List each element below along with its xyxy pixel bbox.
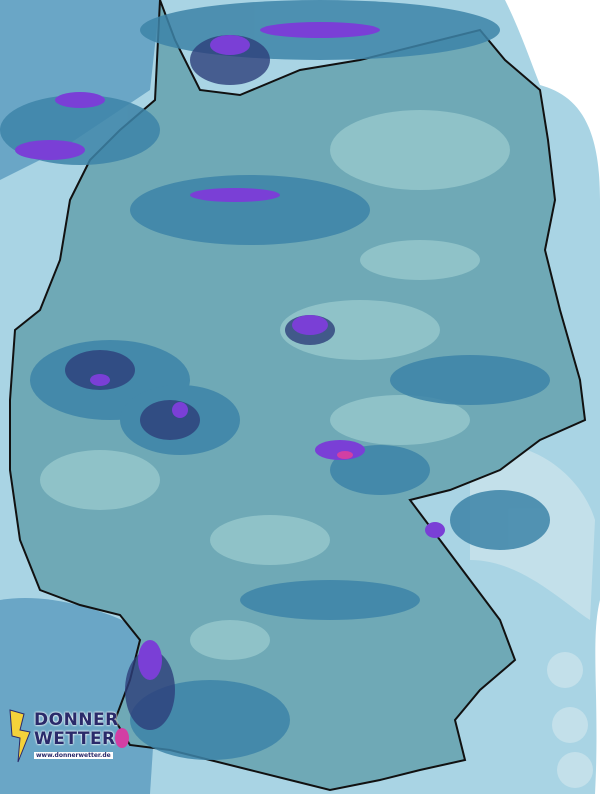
logo-line1: DONNER [34, 710, 119, 730]
lightning-bolt-icon [9, 709, 31, 763]
logo-line2: WETTER [34, 729, 116, 749]
extreme-rain-areas [115, 451, 353, 748]
donnerwetter-logo: DONNER WETTER www.donnerwetter.de [6, 708, 118, 764]
light-rain-areas [40, 110, 510, 660]
intense-rain-areas [15, 22, 445, 680]
logo-url: www.donnerwetter.de [34, 752, 113, 759]
outer-coverage-circles [547, 652, 593, 788]
